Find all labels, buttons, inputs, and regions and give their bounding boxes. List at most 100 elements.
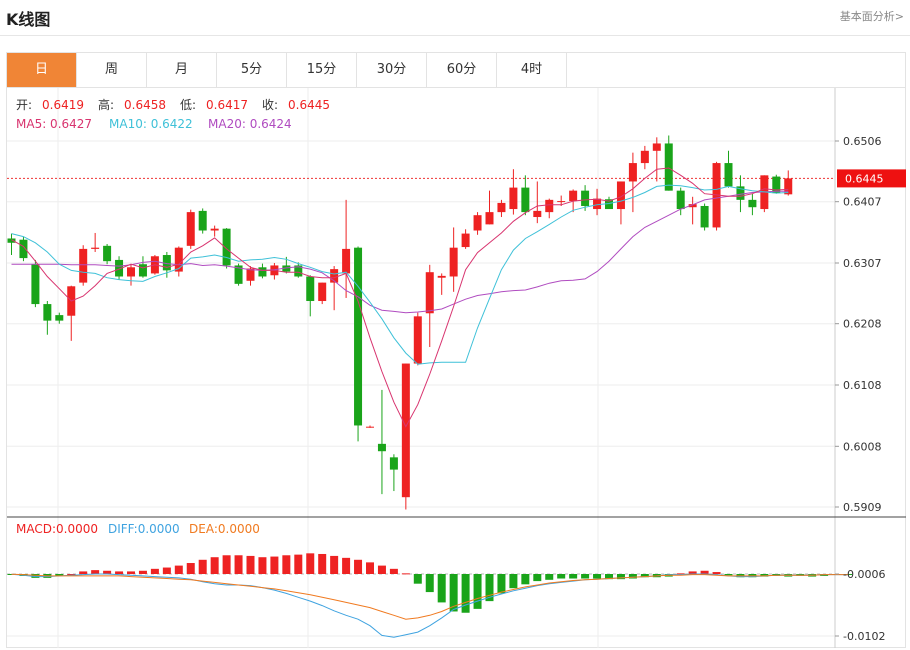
macd-histogram-bar bbox=[688, 571, 697, 574]
candle-body bbox=[581, 190, 590, 206]
macd-histogram-bar bbox=[91, 570, 100, 574]
chart-container bbox=[6, 88, 906, 648]
macd-histogram-bar bbox=[138, 570, 147, 574]
macd-histogram-bar bbox=[258, 557, 267, 574]
macd-histogram-bar bbox=[581, 574, 590, 579]
header-divider bbox=[0, 35, 910, 36]
macd-histogram-bar bbox=[640, 574, 649, 578]
candle-body bbox=[700, 205, 709, 228]
candle-body bbox=[198, 210, 207, 231]
period-tabs: 日周月 5分 15分 30分 60分 4时 bbox=[6, 52, 906, 88]
candle-body bbox=[330, 269, 339, 283]
candle-body bbox=[533, 210, 542, 218]
candle-body bbox=[736, 186, 745, 200]
candle-body bbox=[234, 265, 243, 284]
tab-0[interactable]: 日 bbox=[7, 53, 77, 87]
macd-histogram-bar bbox=[306, 553, 315, 574]
macd-histogram-bar bbox=[461, 574, 470, 613]
candle-body bbox=[366, 426, 374, 428]
macd-histogram-bar bbox=[676, 573, 685, 575]
candle-body bbox=[652, 143, 661, 151]
candle-body bbox=[258, 267, 267, 277]
candle-body bbox=[461, 233, 470, 248]
page-title: K线图 bbox=[6, 10, 51, 29]
ma5-line bbox=[11, 167, 789, 428]
candle-body bbox=[640, 150, 649, 164]
macd-histogram-bar bbox=[318, 553, 327, 574]
macd-histogram-bar bbox=[115, 571, 124, 574]
tab-2[interactable]: 月 bbox=[147, 53, 217, 87]
macd-tick-label: -0.0006 bbox=[843, 568, 885, 581]
candle-body bbox=[19, 239, 28, 259]
macd-histogram-bar bbox=[700, 570, 709, 574]
candle-body bbox=[473, 215, 482, 231]
macd-histogram-bar bbox=[605, 574, 613, 580]
macd-histogram-bar bbox=[186, 563, 195, 574]
candle-body bbox=[318, 282, 327, 302]
ohlc-label: 高: bbox=[98, 97, 114, 112]
candle-body bbox=[138, 264, 147, 277]
candle-body bbox=[509, 187, 518, 210]
price-tick-label: 0.6208 bbox=[843, 318, 882, 331]
macd-histogram-bar bbox=[222, 555, 231, 574]
candle-body bbox=[605, 199, 613, 210]
macd-histogram-bar bbox=[342, 557, 351, 574]
candle-body bbox=[127, 267, 135, 277]
ohlc-value: 0.6417 bbox=[206, 98, 248, 112]
candle-body bbox=[354, 247, 363, 426]
candle-body bbox=[31, 264, 40, 305]
macd-histogram-bar bbox=[294, 554, 303, 574]
diff-line bbox=[11, 573, 848, 638]
tab-4[interactable]: 15分 bbox=[287, 53, 357, 87]
tab-6[interactable]: 60分 bbox=[427, 53, 497, 87]
tab-3[interactable]: 5分 bbox=[217, 53, 287, 87]
tab-1[interactable]: 周 bbox=[77, 53, 147, 87]
candle-body bbox=[724, 163, 733, 187]
macd-tick-label: -0.0102 bbox=[843, 630, 885, 643]
candle-body bbox=[43, 304, 52, 321]
ohlc-label: 收: bbox=[262, 98, 278, 112]
ohlc-value: 0.6458 bbox=[124, 98, 166, 112]
ma20-line bbox=[11, 190, 789, 314]
price-tick-label: 0.6407 bbox=[843, 196, 882, 209]
macd-histogram-bar bbox=[198, 559, 207, 574]
macd-histogram-bar bbox=[509, 574, 518, 589]
candle-body bbox=[222, 228, 231, 266]
tab-7[interactable]: 4时 bbox=[497, 53, 567, 87]
candle-body bbox=[294, 265, 303, 277]
macd-histogram-bar bbox=[497, 574, 506, 594]
macd-histogram-bar bbox=[127, 571, 135, 574]
candle-body bbox=[784, 178, 793, 195]
candle-body bbox=[103, 245, 112, 262]
macd-histogram-bar bbox=[425, 574, 434, 593]
macd-histogram-bar bbox=[103, 570, 112, 574]
dea-line bbox=[11, 573, 848, 620]
candle-body bbox=[485, 212, 494, 225]
fundamental-analysis-link[interactable]: 基本面分析> bbox=[839, 10, 904, 23]
candle-body bbox=[210, 228, 219, 231]
macd-histogram-bar bbox=[557, 574, 566, 579]
current-price-badge bbox=[837, 169, 906, 188]
macd-histogram-bar bbox=[366, 562, 374, 574]
macd-histogram-bar bbox=[162, 567, 171, 574]
macd-histogram-bar bbox=[31, 574, 40, 578]
macd-histogram-bar bbox=[401, 573, 410, 575]
candle-body bbox=[79, 248, 88, 283]
candle-body bbox=[162, 255, 171, 271]
ohlc-label: 低: bbox=[180, 98, 196, 112]
candle-body bbox=[497, 202, 506, 213]
price-tick-label: 0.6108 bbox=[843, 379, 882, 392]
candle-body bbox=[401, 363, 410, 498]
candle-body bbox=[342, 248, 351, 274]
candle-body bbox=[521, 187, 530, 213]
ohlc-value: 0.6445 bbox=[288, 98, 330, 112]
current-price-label: 0.6445 bbox=[845, 172, 884, 185]
macd-histogram-bar bbox=[282, 555, 291, 574]
macd-histogram-bar bbox=[174, 565, 183, 574]
macd-histogram-bar bbox=[270, 556, 279, 574]
macd-readout: MACD:0.0000 bbox=[16, 522, 98, 536]
tab-5[interactable]: 30分 bbox=[357, 53, 427, 87]
candle-body bbox=[449, 247, 458, 277]
candle-body bbox=[772, 176, 781, 194]
